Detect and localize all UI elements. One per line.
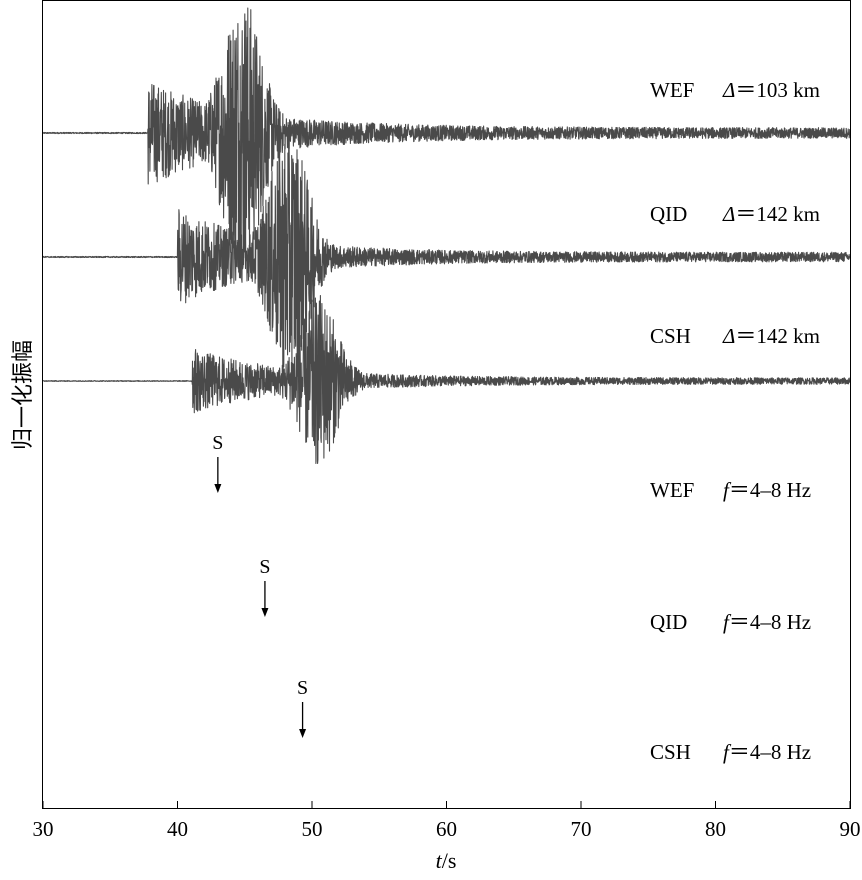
traces-layer xyxy=(42,7,851,465)
x-axis-label-var: t xyxy=(436,848,443,873)
x-tick-label: 80 xyxy=(705,817,726,841)
y-axis-label: 归一化振幅 xyxy=(11,340,36,450)
plot-frame xyxy=(42,0,851,809)
trace-param-wef: Δ＝103 km xyxy=(722,78,820,102)
trace-param-csh: f＝4–8 Hz xyxy=(723,740,811,764)
s-arrival-arrowhead-csh xyxy=(299,729,307,738)
x-axis-label: t/s xyxy=(436,848,457,873)
trace-param-qid: f＝4–8 Hz xyxy=(723,610,811,634)
trace-label-qid: QID xyxy=(650,610,687,634)
trace-label-csh: CSH xyxy=(650,324,691,348)
x-tick-label: 60 xyxy=(436,817,457,841)
x-tick-label: 90 xyxy=(840,817,861,841)
series-waveform-wef-line xyxy=(42,7,851,279)
x-tick-label: 50 xyxy=(302,817,323,841)
s-arrivals-layer: S S S xyxy=(212,432,308,738)
s-arrival-arrowhead-qid xyxy=(261,608,269,617)
trace-param-wef: f＝4–8 Hz xyxy=(723,478,811,502)
trace-label-wef: WEF xyxy=(650,78,694,102)
x-axis: 30 40 50 60 70 80 90 xyxy=(33,801,861,841)
s-arrival-label-wef: S xyxy=(212,432,223,454)
trace-param-csh: Δ＝142 km xyxy=(722,324,820,348)
trace-label-csh: CSH xyxy=(650,740,691,764)
series-waveform-qid-line xyxy=(42,125,851,386)
s-arrival-label-csh: S xyxy=(297,677,308,699)
trace-param-qid: Δ＝142 km xyxy=(722,202,820,226)
s-arrival-label-qid: S xyxy=(259,556,270,578)
trace-label-qid: QID xyxy=(650,202,687,226)
trace-labels-layer: WEF Δ＝103 km QID Δ＝142 km CSH Δ＝142 km WEF f＝4–… xyxy=(650,78,820,764)
x-tick-label: 40 xyxy=(167,817,188,841)
s-arrival-arrowhead-wef xyxy=(214,484,222,493)
trace-label-wef: WEF xyxy=(650,478,694,502)
x-tick-label: 30 xyxy=(33,817,54,841)
x-axis-label-unit: /s xyxy=(442,848,457,873)
series-waveform-csh-line xyxy=(42,295,851,465)
x-tick-label: 70 xyxy=(571,817,592,841)
